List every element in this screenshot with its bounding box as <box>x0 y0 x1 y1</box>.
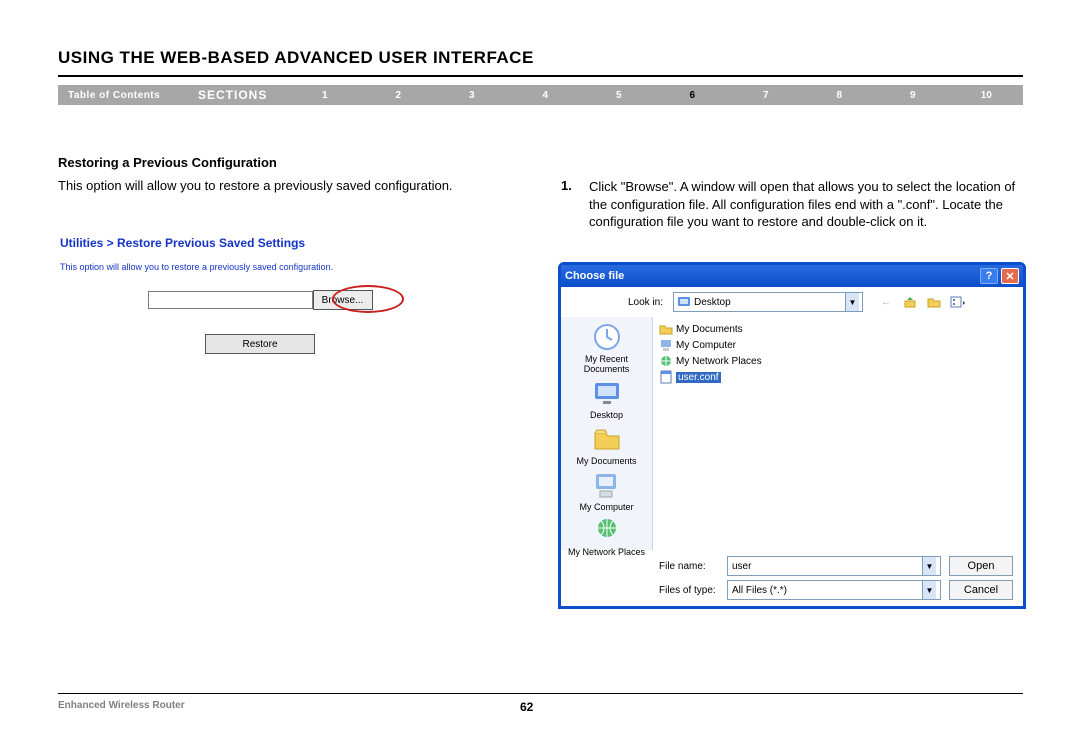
desktop-icon <box>677 295 691 309</box>
router-ui-panel: Utilities > Restore Previous Saved Setti… <box>60 236 460 354</box>
section-link-3[interactable]: 3 <box>435 90 509 101</box>
config-file-input[interactable] <box>148 291 313 309</box>
footer-product: Enhanced Wireless Router <box>58 700 185 711</box>
section-link-7[interactable]: 7 <box>729 90 803 101</box>
intro-text: This option will allow you to restore a … <box>58 178 453 193</box>
step-text: Click "Browse". A window will open that … <box>589 178 1021 231</box>
place-my-network-places[interactable]: My Network Places <box>568 514 645 558</box>
step-number: 1. <box>561 178 589 231</box>
dialog-toolbar: Look in: Desktop ▼ ← <box>561 287 1023 317</box>
title-rule <box>58 75 1023 77</box>
filename-label: File name: <box>659 561 719 572</box>
help-button[interactable]: ? <box>980 268 998 284</box>
close-button[interactable]: ✕ <box>1001 268 1019 284</box>
dialog-bottom: File name: user ▼ Open Files of type: Al… <box>561 550 1023 606</box>
lookin-value: Desktop <box>694 297 731 308</box>
place-my-computer[interactable]: My Computer <box>579 469 633 513</box>
chevron-down-icon[interactable]: ▼ <box>922 581 936 599</box>
up-icon[interactable] <box>901 293 919 311</box>
cancel-button[interactable]: Cancel <box>949 580 1013 600</box>
footer-page-number: 62 <box>520 700 533 714</box>
view-menu-icon[interactable] <box>949 293 967 311</box>
section-subtitle: Restoring a Previous Configuration <box>58 155 277 170</box>
dialog-title: Choose file <box>565 270 624 282</box>
place-desktop[interactable]: Desktop <box>590 377 623 421</box>
place-my-recent-documents[interactable]: My Recent Documents <box>561 321 652 375</box>
open-button[interactable]: Open <box>949 556 1013 576</box>
section-link-2[interactable]: 2 <box>362 90 436 101</box>
places-bar: My Recent DocumentsDesktopMy DocumentsMy… <box>561 317 653 550</box>
file-list[interactable]: My DocumentsMy ComputerMy Network Places… <box>653 317 1023 550</box>
nav-icons: ← <box>877 293 967 311</box>
section-link-10[interactable]: 10 <box>950 90 1024 101</box>
file-item[interactable]: My Documents <box>659 321 1017 337</box>
chevron-down-icon[interactable]: ▼ <box>922 557 936 575</box>
back-icon[interactable]: ← <box>877 293 895 311</box>
filename-value: user <box>732 561 751 572</box>
sections-label: SECTIONS <box>198 88 288 102</box>
file-item[interactable]: My Network Places <box>659 353 1017 369</box>
section-link-1[interactable]: 1 <box>288 90 362 101</box>
dialog-titlebar: Choose file ? ✕ <box>561 265 1023 287</box>
sections-bar: Table of Contents SECTIONS 12345678910 <box>58 85 1023 105</box>
page-title: USING THE WEB-BASED ADVANCED USER INTERF… <box>58 48 534 68</box>
browse-button[interactable]: Browse... <box>313 290 373 310</box>
filetype-combo[interactable]: All Files (*.*) ▼ <box>727 580 941 600</box>
filetype-label: Files of type: <box>659 585 719 596</box>
router-breadcrumb: Utilities > Restore Previous Saved Setti… <box>60 236 460 250</box>
step-1: 1. Click "Browse". A window will open th… <box>561 178 1021 231</box>
restore-button[interactable]: Restore <box>205 334 315 354</box>
browse-row: Browse... <box>60 290 460 310</box>
section-link-6[interactable]: 6 <box>656 90 730 101</box>
router-desc: This option will allow you to restore a … <box>60 262 460 272</box>
choose-file-dialog: Choose file ? ✕ Look in: Desktop ▼ ← <box>558 262 1026 609</box>
toc-label[interactable]: Table of Contents <box>58 90 198 101</box>
place-my-documents[interactable]: My Documents <box>576 423 636 467</box>
file-item[interactable]: user.conf <box>659 369 1017 385</box>
chevron-down-icon[interactable]: ▼ <box>845 293 859 311</box>
filename-input[interactable]: user ▼ <box>727 556 941 576</box>
lookin-label: Look in: <box>567 297 667 308</box>
footer-rule <box>58 693 1023 694</box>
section-link-4[interactable]: 4 <box>509 90 583 101</box>
new-folder-icon[interactable] <box>925 293 943 311</box>
section-link-8[interactable]: 8 <box>803 90 877 101</box>
filetype-value: All Files (*.*) <box>732 585 787 596</box>
section-link-9[interactable]: 9 <box>876 90 950 101</box>
section-link-5[interactable]: 5 <box>582 90 656 101</box>
lookin-combo[interactable]: Desktop ▼ <box>673 292 863 312</box>
file-item[interactable]: My Computer <box>659 337 1017 353</box>
